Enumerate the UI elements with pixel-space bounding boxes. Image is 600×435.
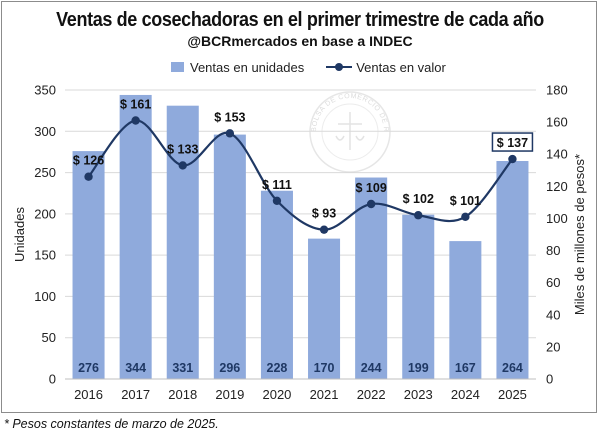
x-tick-label: 2016 — [74, 387, 103, 402]
x-tick-label: 2017 — [121, 387, 150, 402]
bar-value-label: 276 — [78, 361, 99, 375]
x-tick-label: 2023 — [404, 387, 433, 402]
value-point — [414, 211, 423, 220]
y-tick-label: 150 — [34, 248, 56, 263]
bar-value-label: 344 — [125, 361, 146, 375]
y2-tick-label: 20 — [546, 339, 560, 354]
line-value-label: $ 137 — [497, 136, 528, 150]
highlight-box — [491, 132, 534, 152]
watermark-seal-inner — [321, 103, 379, 161]
y2-tick-label: 120 — [546, 179, 568, 194]
legend-label-units: Ventas en unidades — [190, 59, 305, 75]
bar-value-label: 331 — [172, 361, 193, 375]
line-value-label: $ 101 — [450, 194, 481, 208]
x-tick-label: 2019 — [215, 387, 244, 402]
y2-tick-label: 140 — [546, 147, 568, 162]
watermark-seal-outer — [309, 91, 391, 173]
value-point — [272, 196, 282, 205]
x-tick-label: 2018 — [168, 387, 197, 402]
line-value-label: $ 153 — [214, 110, 245, 124]
y2-tick-label: 160 — [546, 115, 568, 130]
y-tick-label: 0 — [49, 372, 56, 387]
y-tick-label: 200 — [34, 206, 56, 221]
value-point — [84, 172, 93, 181]
bar-value-label: 264 — [502, 361, 523, 375]
line-value-label: $ 111 — [262, 178, 292, 192]
bar-value-label: 228 — [267, 361, 288, 375]
chart-legend: Ventas en unidades Ventas en valor — [171, 58, 468, 76]
line-value-label: $ 161 — [120, 98, 151, 112]
bar — [449, 241, 482, 379]
y2-axis-label: Miles de millones de pesos* — [572, 154, 587, 315]
bar — [496, 161, 529, 379]
legend-item-units: Ventas en unidades — [171, 60, 304, 75]
bar-value-label: 167 — [455, 361, 476, 375]
value-point — [508, 154, 517, 164]
bar — [260, 190, 293, 379]
y-tick-label: 350 — [34, 83, 56, 98]
legend-line-swatch — [326, 62, 353, 72]
value-point — [178, 161, 187, 170]
footnote: * Pesos constantes de marzo de 2025. — [4, 417, 219, 431]
bar-value-label: 296 — [219, 361, 240, 375]
x-tick-label: 2024 — [451, 387, 480, 402]
line-value-label: $ 133 — [167, 142, 198, 156]
bar — [213, 134, 246, 379]
y2-tick-label: 0 — [546, 372, 553, 387]
y-axis-label: Unidades — [12, 207, 27, 262]
bar — [166, 105, 199, 379]
bar-value-label: 170 — [314, 361, 335, 375]
bar-value-label: 244 — [361, 361, 382, 375]
line-value-label: $ 102 — [403, 192, 434, 206]
y2-tick-label: 40 — [546, 307, 560, 322]
y2-tick-label: 180 — [546, 83, 568, 98]
x-tick-label: 2025 — [498, 387, 527, 402]
y2-tick-label: 60 — [546, 275, 560, 290]
y-tick-label: 100 — [34, 289, 56, 304]
x-tick-label: 2020 — [262, 387, 291, 402]
value-point — [366, 199, 376, 209]
bar — [72, 151, 105, 379]
bar — [119, 94, 152, 379]
bar — [402, 214, 435, 379]
value-point — [319, 225, 329, 234]
line-value-label: $ 126 — [73, 154, 104, 168]
y2-tick-label: 100 — [546, 211, 568, 226]
legend-label-value: Ventas en valor — [356, 59, 446, 75]
chart-title: Ventas de cosechadoras en el primer trim… — [56, 9, 544, 31]
x-tick-label: 2022 — [357, 387, 386, 402]
y-tick-label: 50 — [42, 330, 56, 345]
bar-value-label: 199 — [408, 361, 429, 375]
x-tick-label: 2021 — [310, 387, 339, 402]
bar — [355, 177, 388, 379]
y-tick-label: 250 — [34, 165, 56, 180]
value-line — [87, 119, 514, 231]
legend-bar-swatch — [171, 62, 184, 72]
value-point — [225, 129, 235, 138]
y-tick-label: 300 — [34, 124, 56, 139]
y2-tick-label: 80 — [546, 243, 560, 258]
bar — [308, 238, 341, 379]
chart-subtitle: @BCRmercados en base a INDEC — [187, 33, 413, 49]
legend-item-value: Ventas en valor — [326, 60, 446, 75]
line-value-label: $ 93 — [312, 207, 336, 221]
line-value-label: $ 109 — [356, 181, 387, 195]
value-point — [131, 116, 140, 125]
value-point — [461, 212, 470, 222]
